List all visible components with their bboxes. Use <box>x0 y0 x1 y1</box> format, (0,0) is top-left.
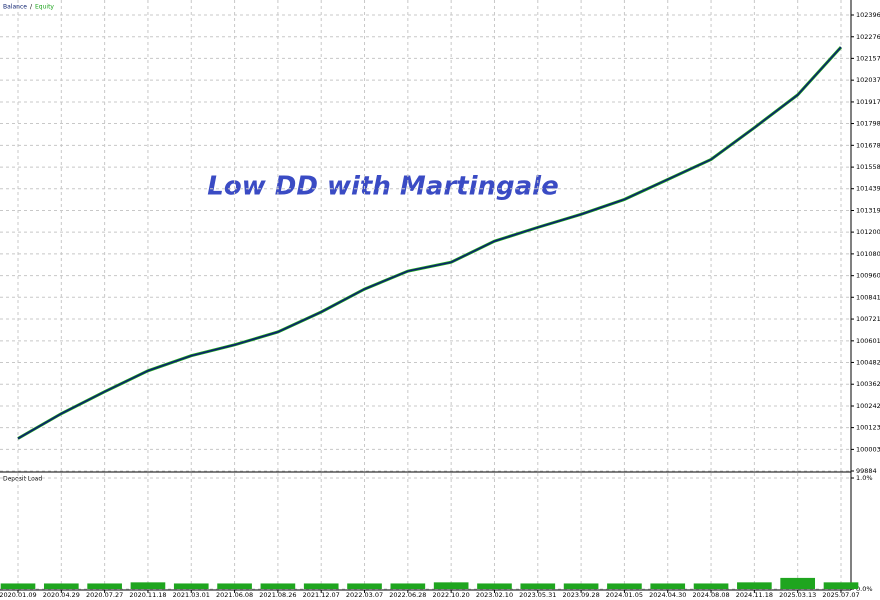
y-tick-label: 101798 <box>856 120 880 128</box>
bar <box>87 583 122 589</box>
x-tick-label: 2023.09.28 <box>562 591 599 599</box>
bar <box>563 583 599 589</box>
y-tick-label: 0.0% <box>856 585 873 593</box>
y-tick-label: 100960 <box>856 272 880 280</box>
x-tick-label: 2024.01.05 <box>606 591 643 599</box>
bar <box>477 583 512 589</box>
bar <box>347 583 382 589</box>
bar <box>0 583 36 589</box>
y-tick-label: 101678 <box>856 141 880 149</box>
x-tick-label: 2020.07.27 <box>86 591 123 599</box>
y-tick-label: 99884 <box>856 467 877 475</box>
x-tick-label: 2021.08.26 <box>259 591 296 599</box>
x-tick-label: 2022.10.20 <box>433 591 470 599</box>
x-tick-label: 2022.06.28 <box>389 591 426 599</box>
x-tick-label: 2022.03.07 <box>346 591 383 599</box>
bar <box>823 582 859 589</box>
annotation: Low DD with Martingale <box>207 172 558 202</box>
x-tick-label: 2023.05.31 <box>519 591 556 599</box>
legend-balance: Balance <box>3 4 27 11</box>
y-tick-label: 100841 <box>856 293 880 301</box>
x-tick-label: 2021.03.01 <box>173 591 210 599</box>
bar <box>433 582 469 589</box>
bar <box>780 577 816 589</box>
bar <box>390 583 426 589</box>
bar <box>217 583 252 589</box>
bar <box>607 583 642 589</box>
y-tick-label: 102157 <box>856 54 880 62</box>
bar <box>693 583 729 589</box>
x-tick-label: 2024.08.08 <box>692 591 729 599</box>
x-tick-label: 2020.04.29 <box>43 591 80 599</box>
legend-equity: Equity <box>35 4 54 11</box>
x-tick-label: 2025.07.07 <box>822 591 859 599</box>
y-tick-label: 102276 <box>856 33 880 41</box>
x-tick-label: 2025.03.13 <box>779 591 816 599</box>
y-tick-label: 1.0% <box>856 474 873 482</box>
x-tick-label: 2020.01.09 <box>0 591 37 599</box>
x-tick-label: 2020.11.18 <box>129 591 166 599</box>
y-tick-label: 102037 <box>856 76 880 84</box>
y-tick-label: 101319 <box>856 206 880 214</box>
legend-separator: / <box>30 4 33 11</box>
x-tick-label: 2021.12.07 <box>303 591 340 599</box>
y-tick-label: 101558 <box>856 163 880 171</box>
x-tick-label: 2024.04.30 <box>649 591 686 599</box>
y-tick-label: 101439 <box>856 185 880 193</box>
y-tick-label: 102396 <box>856 11 880 19</box>
y-tick-label: 101917 <box>856 98 880 106</box>
y-tick-label: 101080 <box>856 250 880 258</box>
x-tick-label: 2024.11.18 <box>736 591 773 599</box>
bar <box>260 583 296 589</box>
y-tick-label: 101200 <box>856 228 880 236</box>
x-tick-label: 2023.02.10 <box>476 591 513 599</box>
bar <box>650 583 686 589</box>
series-line <box>17 46 842 440</box>
y-tick-label: 100003 <box>856 445 880 453</box>
y-tick-label: 100482 <box>856 358 880 366</box>
y-tick-label: 100123 <box>856 424 880 432</box>
x-tick-label: 2021.06.08 <box>216 591 253 599</box>
y-tick-label: 100242 <box>856 402 880 410</box>
bar <box>737 582 772 589</box>
bar <box>43 583 79 589</box>
y-tick-label: 100362 <box>856 380 880 388</box>
bar <box>520 583 556 589</box>
panel-title: Deposit Load <box>3 476 42 483</box>
bar <box>130 582 166 589</box>
bar <box>173 583 209 589</box>
bar <box>303 583 339 589</box>
y-tick-label: 100721 <box>856 315 880 323</box>
y-tick-label: 100601 <box>856 337 880 345</box>
